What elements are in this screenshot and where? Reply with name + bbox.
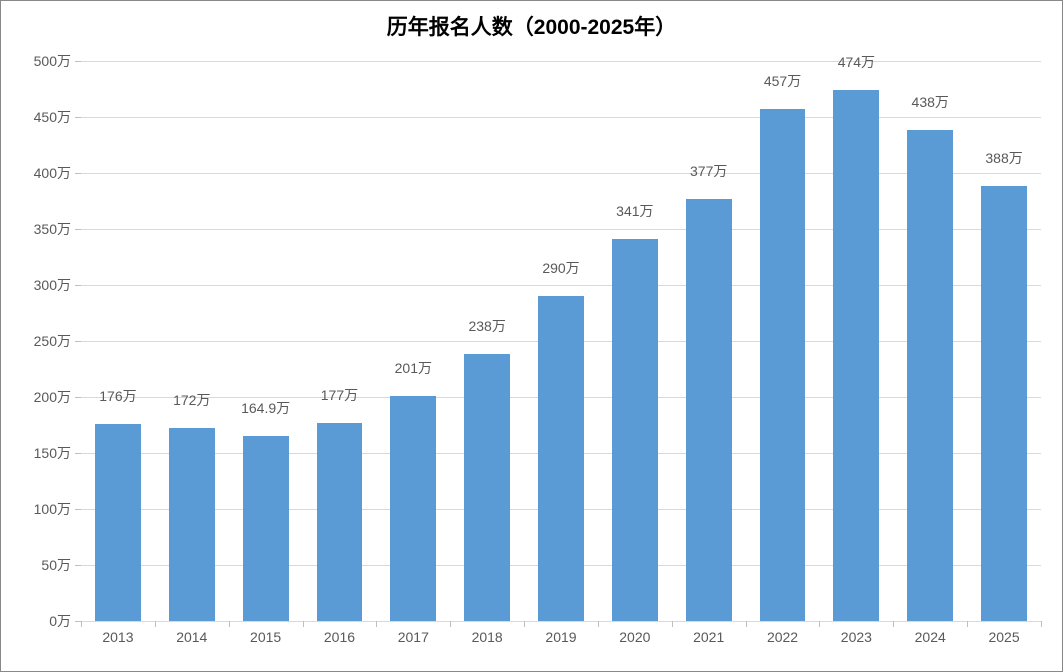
bar	[760, 109, 806, 621]
x-tick-label: 2024	[915, 629, 946, 645]
y-tick-label: 200万	[11, 387, 71, 407]
x-tick-label: 2021	[693, 629, 724, 645]
grid-line	[81, 61, 1041, 62]
grid-line	[81, 117, 1041, 118]
x-tick-label: 2015	[250, 629, 281, 645]
data-label: 388万	[985, 148, 1022, 168]
data-label: 290万	[542, 258, 579, 278]
data-label: 238万	[468, 316, 505, 336]
x-tick-label: 2019	[545, 629, 576, 645]
grid-line	[81, 229, 1041, 230]
grid-line	[81, 173, 1041, 174]
data-label: 172万	[173, 390, 210, 410]
x-tick-label: 2025	[988, 629, 1019, 645]
y-tick-label: 350万	[11, 219, 71, 239]
data-label: 177万	[321, 385, 358, 405]
y-tick-mark	[75, 61, 81, 62]
x-tick-mark	[1041, 621, 1042, 627]
y-tick-label: 300万	[11, 275, 71, 295]
y-tick-label: 50万	[11, 555, 71, 575]
x-tick-label: 2018	[472, 629, 503, 645]
data-label: 164.9万	[241, 398, 290, 418]
y-tick-label: 250万	[11, 331, 71, 351]
x-tick-mark	[967, 621, 968, 627]
y-tick-mark	[75, 117, 81, 118]
chart-container: 历年报名人数（2000-2025年） 0万50万100万150万200万250万…	[0, 0, 1063, 672]
bar	[833, 90, 879, 621]
data-label: 377万	[690, 161, 727, 181]
y-tick-label: 100万	[11, 499, 71, 519]
bar	[464, 354, 510, 621]
grid-line	[81, 285, 1041, 286]
grid-line	[81, 621, 1041, 622]
y-tick-label: 450万	[11, 107, 71, 127]
bar	[169, 428, 215, 621]
x-tick-mark	[155, 621, 156, 627]
x-tick-mark	[81, 621, 82, 627]
x-tick-mark	[746, 621, 747, 627]
data-label: 474万	[838, 52, 875, 72]
data-label: 438万	[912, 92, 949, 112]
bar	[243, 436, 289, 621]
y-tick-mark	[75, 621, 81, 622]
y-tick-label: 0万	[11, 611, 71, 631]
y-tick-mark	[75, 565, 81, 566]
x-tick-label: 2016	[324, 629, 355, 645]
x-tick-label: 2013	[102, 629, 133, 645]
bar	[390, 396, 436, 621]
x-tick-label: 2022	[767, 629, 798, 645]
x-tick-mark	[524, 621, 525, 627]
y-tick-label: 500万	[11, 51, 71, 71]
x-tick-mark	[598, 621, 599, 627]
bar	[317, 423, 363, 621]
data-label: 341万	[616, 201, 653, 221]
data-label: 176万	[99, 386, 136, 406]
y-tick-mark	[75, 509, 81, 510]
x-tick-label: 2020	[619, 629, 650, 645]
x-tick-mark	[450, 621, 451, 627]
x-tick-mark	[229, 621, 230, 627]
y-tick-label: 400万	[11, 163, 71, 183]
data-label: 457万	[764, 71, 801, 91]
bar	[538, 296, 584, 621]
bar	[95, 424, 141, 621]
y-tick-mark	[75, 341, 81, 342]
x-tick-mark	[672, 621, 673, 627]
bar	[981, 186, 1027, 621]
x-tick-mark	[376, 621, 377, 627]
x-tick-mark	[893, 621, 894, 627]
bar	[907, 130, 953, 621]
x-tick-label: 2014	[176, 629, 207, 645]
data-label: 201万	[395, 358, 432, 378]
x-tick-label: 2023	[841, 629, 872, 645]
plot-area: 0万50万100万150万200万250万300万350万400万450万500…	[81, 61, 1041, 621]
x-tick-label: 2017	[398, 629, 429, 645]
y-tick-mark	[75, 453, 81, 454]
x-tick-mark	[303, 621, 304, 627]
y-tick-mark	[75, 397, 81, 398]
y-tick-label: 150万	[11, 443, 71, 463]
bar	[686, 199, 732, 621]
chart-title: 历年报名人数（2000-2025年）	[1, 11, 1062, 41]
y-tick-mark	[75, 173, 81, 174]
bar	[612, 239, 658, 621]
x-tick-mark	[819, 621, 820, 627]
y-tick-mark	[75, 285, 81, 286]
y-tick-mark	[75, 229, 81, 230]
